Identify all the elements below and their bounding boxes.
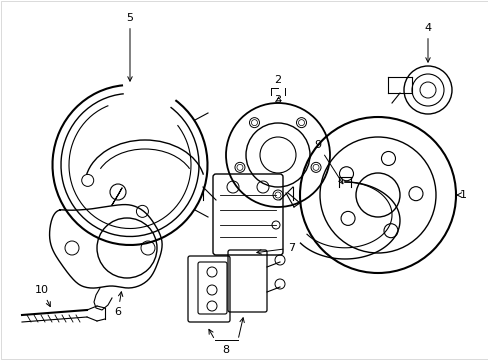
Text: 5: 5 [126, 13, 133, 81]
Circle shape [274, 192, 281, 198]
Text: 7: 7 [256, 243, 295, 254]
Circle shape [237, 165, 243, 170]
Text: 2: 2 [274, 75, 281, 85]
Text: 4: 4 [424, 23, 431, 62]
Text: 8: 8 [222, 345, 229, 355]
Text: 3: 3 [274, 95, 281, 105]
Text: 10: 10 [35, 285, 50, 307]
Circle shape [251, 120, 257, 126]
Text: 1: 1 [456, 190, 466, 200]
Circle shape [298, 120, 304, 126]
Text: 6: 6 [114, 292, 122, 317]
Circle shape [312, 165, 318, 170]
Text: 9: 9 [314, 140, 342, 184]
